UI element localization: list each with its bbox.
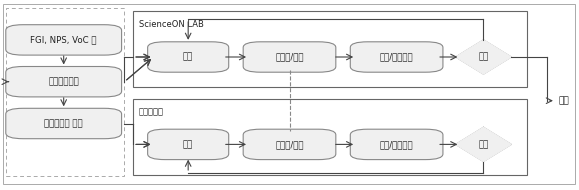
FancyBboxPatch shape (6, 108, 122, 139)
FancyBboxPatch shape (350, 129, 443, 160)
Text: 등록: 등록 (183, 52, 193, 62)
Text: 폐기: 폐기 (559, 96, 570, 105)
FancyBboxPatch shape (243, 42, 336, 72)
Text: 등록: 등록 (183, 140, 193, 149)
FancyBboxPatch shape (148, 129, 229, 160)
Text: 개선/버전관리: 개선/버전관리 (380, 140, 413, 149)
FancyBboxPatch shape (350, 42, 443, 72)
Text: 신규요구사항: 신규요구사항 (48, 77, 79, 86)
Text: 개선/버전관리: 개선/버전관리 (380, 52, 413, 62)
Polygon shape (456, 127, 511, 162)
Text: 피드백/분석: 피드백/분석 (275, 52, 304, 62)
Text: FGI, NPS, VoC 등: FGI, NPS, VoC 등 (31, 35, 97, 44)
Text: 피드백/분석: 피드백/분석 (275, 140, 304, 149)
Text: 평가: 평가 (478, 140, 489, 149)
Bar (6, 8, 124, 176)
Bar (133, 99, 527, 175)
Text: 평가: 평가 (478, 52, 489, 62)
Text: 신규콘텐츠 개발: 신규콘텐츠 개발 (45, 119, 83, 128)
Bar (133, 11, 527, 87)
FancyBboxPatch shape (148, 42, 229, 72)
FancyBboxPatch shape (243, 129, 336, 160)
Polygon shape (456, 40, 511, 74)
FancyBboxPatch shape (6, 25, 122, 55)
FancyBboxPatch shape (6, 66, 122, 97)
Text: ScienceON LAB: ScienceON LAB (139, 20, 204, 29)
Text: 정식서비스: 정식서비스 (139, 107, 164, 116)
